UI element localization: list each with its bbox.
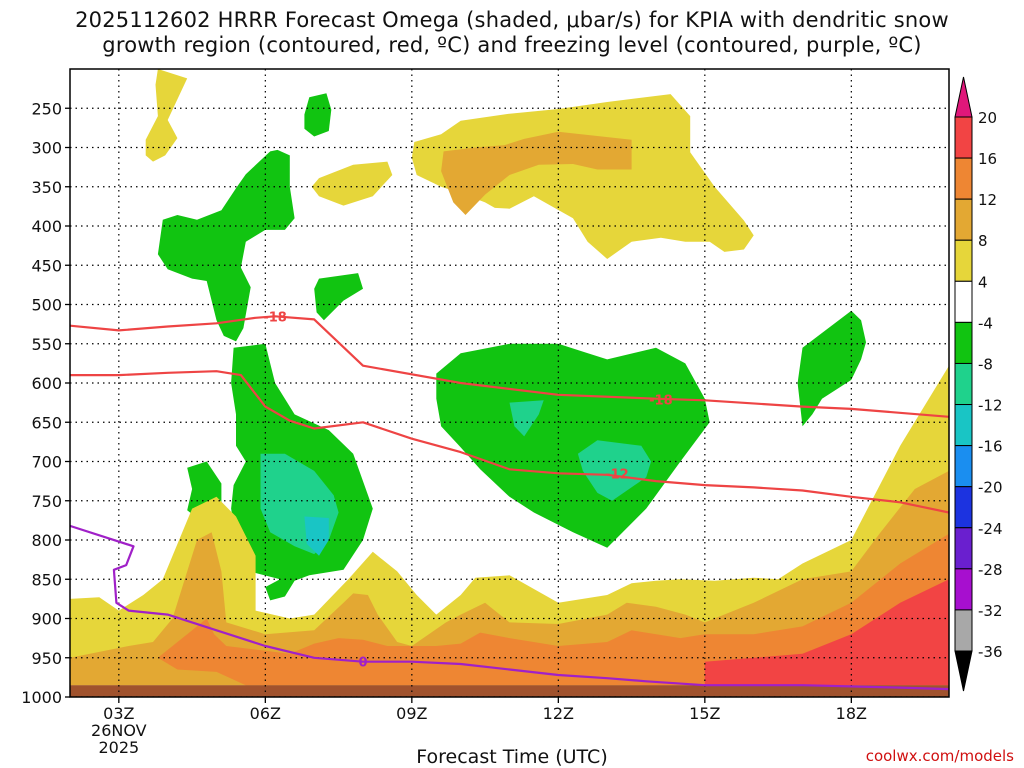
chart-title: 2025112602 HRRR Forecast Omega (shaded, … [0, 8, 1024, 58]
contour-dgz-18C [70, 315, 949, 418]
colorbar-label--32: -32 [978, 602, 1003, 620]
colorbar-label--28: -28 [978, 561, 1003, 579]
y-tick-label-500: 500 [31, 296, 62, 315]
x-tick-sublabel-2: 2025 [98, 738, 139, 757]
colorbar-band-8-to-12 [954, 198, 973, 241]
y-tick-label-600: 600 [31, 374, 62, 393]
colorbar-band--12-to--8 [954, 362, 973, 406]
omega-region-18 [157, 533, 949, 686]
contour-dgz-12C [70, 370, 949, 514]
colorbar-label-20: 20 [978, 109, 997, 127]
y-tick-label-900: 900 [31, 610, 62, 629]
colorbar-over-arrow [954, 76, 973, 118]
colorbar-band--4-to-4 [954, 280, 973, 323]
x-tick-label-06Z: 06Z [250, 704, 281, 723]
colorbar-label--16: -16 [978, 438, 1003, 456]
y-tick-label-650: 650 [31, 413, 62, 432]
plot-layer: -18 -18 -12 0 [70, 69, 949, 697]
colorbar-band--28-to--24 [954, 527, 973, 570]
omega-region-3 [411, 94, 754, 259]
colorbar-band--8-to--4 [954, 321, 973, 364]
colorbar-band--32-to--28 [954, 568, 973, 611]
site-credit: coolwx.com/models [865, 747, 1014, 765]
colorbar-band--16-to--12 [954, 404, 973, 447]
omega-region-5 [304, 93, 332, 137]
ground-below-surface [70, 685, 949, 697]
colorbar-band-16-to-20 [954, 116, 973, 159]
omega-region-16 [70, 365, 949, 686]
colorbar-band--20-to--16 [954, 445, 973, 488]
omega-region-11 [797, 310, 866, 427]
omega-region-7 [314, 273, 363, 321]
colorbar-label--24: -24 [978, 520, 1003, 538]
colorbar-under-arrow [954, 650, 973, 692]
x-axis-label: Forecast Time (UTC) [416, 746, 608, 768]
y-tick-label-450: 450 [31, 256, 62, 275]
omega-region-17 [70, 470, 949, 686]
colorbar-band--24-to--20 [954, 486, 973, 529]
y-tick-label-850: 850 [31, 570, 62, 589]
x-tick-label-09Z: 09Z [396, 704, 427, 723]
x-tick-label-15Z: 15Z [689, 704, 720, 723]
omega-region-13 [577, 440, 652, 501]
colorbar-label-4: 4 [978, 273, 988, 291]
colorbar-label--36: -36 [978, 643, 1003, 661]
contour-label-dgz-12C-1: -12 [605, 467, 629, 482]
colorbar-band-4-to-8 [954, 239, 973, 282]
y-tick-label-550: 550 [31, 335, 62, 354]
contour-label-dgz-18C-1: -18 [263, 310, 287, 325]
x-tick-sublabel-1: 26NOV [91, 721, 147, 740]
y-tick-label-950: 950 [31, 649, 62, 668]
colorbar-band-12-to-16 [954, 157, 973, 200]
omega-region-6 [157, 149, 295, 342]
omega-region-4 [441, 131, 632, 215]
colorbar-label-12: 12 [978, 191, 997, 209]
y-tick-label-750: 750 [31, 492, 62, 511]
y-tick-label-800: 800 [31, 531, 62, 550]
contour-freezing-0C [70, 524, 949, 691]
omega-region-10 [436, 343, 710, 548]
x-tick-label-12Z: 12Z [543, 704, 574, 723]
colorbar-label--4: -4 [978, 314, 993, 332]
omega-region-2 [311, 161, 393, 206]
omega-region-19 [704, 579, 949, 686]
omega-region-1 [145, 69, 188, 162]
x-tick-label-18Z: 18Z [836, 704, 867, 723]
colorbar-label--8: -8 [978, 355, 993, 373]
colorbar-band--36-to--32 [954, 609, 973, 652]
colorbar-label--20: -20 [978, 479, 1003, 497]
chart-title-line-2: growth region (contoured, red, ºC) and f… [102, 33, 922, 57]
colorbar-label--12: -12 [978, 397, 1003, 415]
y-tick-label-1000: 1000 [21, 688, 62, 707]
chart-title-line-1: 2025112602 HRRR Forecast Omega (shaded, … [75, 8, 949, 32]
y-tick-label-400: 400 [31, 217, 62, 236]
colorbar-label-16: 16 [978, 150, 997, 168]
omega-region-15 [304, 516, 329, 556]
y-tick-label-700: 700 [31, 453, 62, 472]
x-tick-label-03Z: 03Z [103, 704, 134, 723]
contour-label-freezing-0C-1: 0 [358, 656, 367, 671]
colorbar-label-8: 8 [978, 232, 988, 250]
y-tick-label-350: 350 [31, 178, 62, 197]
y-tick-label-300: 300 [31, 139, 62, 158]
contour-label-dgz-18C-2: -18 [649, 393, 673, 408]
omega-region-14 [509, 400, 544, 437]
y-tick-label-250: 250 [31, 99, 62, 118]
